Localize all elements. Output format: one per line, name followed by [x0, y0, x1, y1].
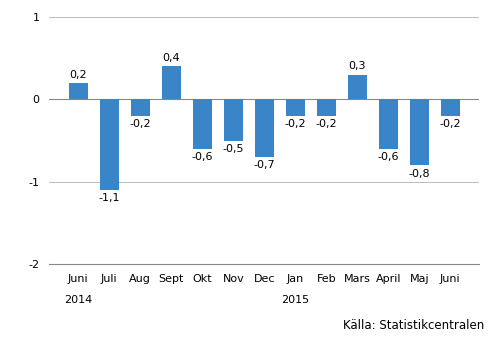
Bar — [379, 99, 398, 149]
Text: -0,5: -0,5 — [222, 144, 244, 154]
Text: -0,2: -0,2 — [440, 119, 461, 129]
Text: -0,2: -0,2 — [129, 119, 151, 129]
Bar — [69, 83, 87, 99]
Text: 2014: 2014 — [64, 295, 92, 305]
Bar — [441, 99, 459, 116]
Bar — [255, 99, 274, 157]
Text: 0,4: 0,4 — [163, 53, 180, 63]
Bar — [286, 99, 305, 116]
Bar — [131, 99, 150, 116]
Text: Källa: Statistikcentralen: Källa: Statistikcentralen — [343, 319, 484, 332]
Text: -1,1: -1,1 — [98, 194, 120, 203]
Text: 0,2: 0,2 — [70, 69, 87, 80]
Text: -0,6: -0,6 — [192, 152, 213, 162]
Bar — [162, 66, 181, 99]
Bar — [193, 99, 211, 149]
Text: -0,7: -0,7 — [253, 160, 275, 171]
Text: 2015: 2015 — [281, 295, 309, 305]
Text: -0,6: -0,6 — [377, 152, 399, 162]
Text: -0,8: -0,8 — [409, 169, 430, 179]
Bar — [100, 99, 119, 190]
Bar — [348, 75, 367, 99]
Bar — [410, 99, 429, 165]
Text: 0,3: 0,3 — [349, 61, 366, 72]
Text: -0,2: -0,2 — [285, 119, 306, 129]
Text: -0,2: -0,2 — [316, 119, 337, 129]
Bar — [224, 99, 243, 141]
Bar — [317, 99, 335, 116]
